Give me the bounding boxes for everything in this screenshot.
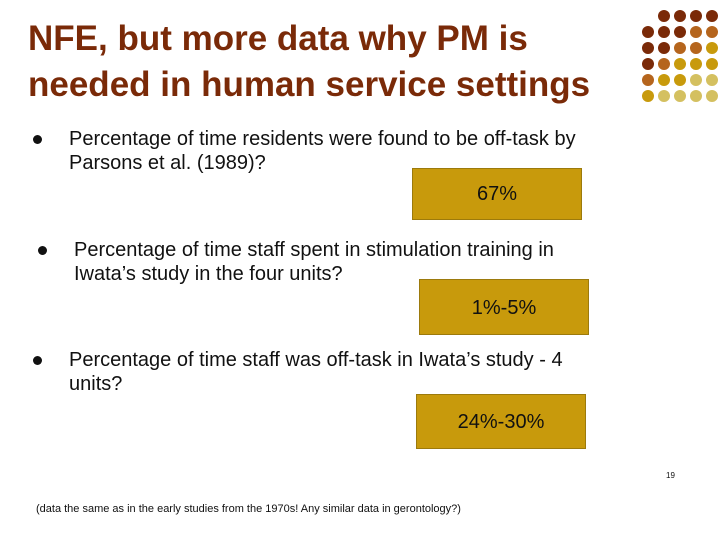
decorative-dot (674, 58, 686, 70)
bullet-text-1: Percentage of time residents were found … (69, 127, 576, 175)
bullet-2-line-2: Iwata’s study in the four units? (74, 263, 343, 285)
answer-box-1: 67% (412, 168, 582, 220)
decorative-dot (706, 74, 718, 86)
slide-title: NFE, but more data why PM is needed in h… (28, 16, 668, 108)
decorative-dot (658, 42, 670, 54)
answer-2-value: 1%-5% (471, 297, 537, 319)
decorative-dot (642, 26, 654, 38)
decorative-dot (642, 58, 654, 70)
decorative-dot (674, 10, 686, 22)
bullet-item-3: Percentage of time staff was off-task in… (33, 348, 693, 398)
decorative-dot-grid (642, 10, 718, 102)
decorative-dot (706, 42, 718, 54)
decorative-dot (674, 26, 686, 38)
decorative-dot (674, 74, 686, 86)
decorative-dot (690, 42, 702, 54)
decorative-dot (642, 74, 654, 86)
bullet-dot-icon (33, 356, 42, 365)
bullet-1-line-2: Parsons et al. (1989)? (69, 152, 266, 174)
decorative-dot (706, 58, 718, 70)
decorative-dot (658, 58, 670, 70)
bullet-3-line-1: Percentage of time staff was off-task in… (69, 349, 563, 371)
decorative-dot (674, 90, 686, 102)
answer-box-3: 24%-30% (416, 394, 586, 449)
decorative-dot (690, 58, 702, 70)
bullet-text-2: Percentage of time staff spent in stimul… (74, 238, 554, 286)
answer-1-value: 67% (476, 183, 518, 205)
title-line-1: NFE, but more data why PM is (28, 19, 528, 58)
decorative-dot (658, 10, 670, 22)
bullet-item-1: Percentage of time residents were found … (33, 127, 693, 177)
bullet-item-2: Percentage of time staff spent in stimul… (38, 238, 698, 288)
bullet-2-line-1: Percentage of time staff spent in stimul… (74, 239, 554, 261)
decorative-dot (690, 26, 702, 38)
decorative-dot (658, 74, 670, 86)
title-line-2: needed in human service settings (28, 65, 591, 104)
decorative-dot (690, 74, 702, 86)
footnote: (data the same as in the early studies f… (36, 503, 461, 515)
answer-box-2: 1%-5% (419, 279, 589, 335)
bullet-dot-icon (33, 135, 42, 144)
decorative-dot (642, 90, 654, 102)
decorative-dot (658, 90, 670, 102)
bullet-dot-icon (38, 246, 47, 255)
decorative-dot (658, 26, 670, 38)
bullet-1-line-1: Percentage of time residents were found … (69, 128, 576, 150)
bullet-text-3: Percentage of time staff was off-task in… (69, 348, 563, 396)
decorative-dot (690, 90, 702, 102)
bullet-3-line-2: units? (69, 373, 123, 395)
decorative-dot (690, 10, 702, 22)
answer-3-value: 24%-30% (457, 411, 545, 433)
decorative-dot (706, 10, 718, 22)
decorative-dot (706, 90, 718, 102)
page-number: 19 (666, 471, 675, 480)
decorative-dot (642, 42, 654, 54)
decorative-dot (674, 42, 686, 54)
decorative-dot (706, 26, 718, 38)
